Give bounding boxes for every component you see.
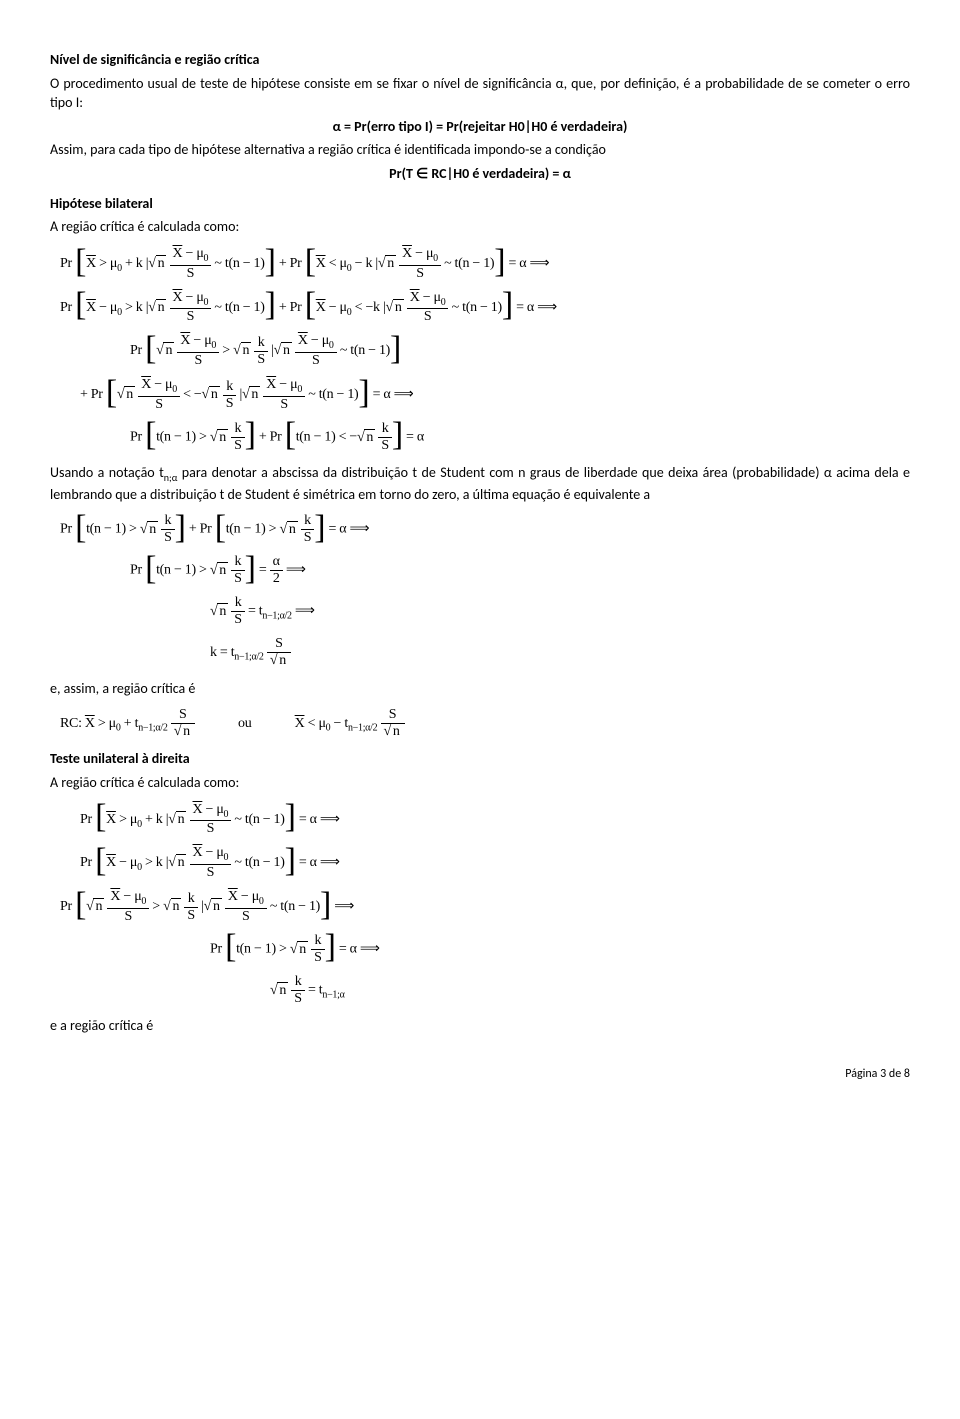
eq-bilateral-2: Pr [X − μ0 > k |n X − μ0S ~ t(n − 1)] + … (60, 291, 910, 325)
eq-equiv-3: n kS = tn−1;α/2 ⟹ (210, 596, 910, 627)
usando-post: para denotar a abscissa da distribuição … (50, 464, 910, 503)
eq-uni-3: Pr [n X − μ0S > n kS |n X − μ0S ~ t(n − … (60, 890, 910, 924)
eq-uni-2: Pr [X − μ0 > k |n X − μ0S ~ t(n − 1)] = … (80, 846, 910, 880)
usando-pre: Usando a notação t (50, 464, 164, 481)
eq-rc-bilateral: RC: X > μ0 + tn−1;α/2 Sn ou X < μ0 − tn−… (60, 708, 910, 739)
eq-uni-5: n kS = tn−1;α (270, 975, 910, 1006)
p4: A região crítica é calculada como: (50, 773, 910, 793)
p3: A região crítica é calculada como: (50, 217, 910, 237)
eq-uni-4: Pr [t(n − 1) > n kS] = α ⟹ (210, 934, 910, 965)
eq-bilateral-3a: Pr [n X − μ0S > n kS |n X − μ0S ~ t(n − … (130, 334, 910, 368)
eq-bilateral-4: Pr [t(n − 1) > n kS] + Pr [t(n − 1) < −n… (130, 422, 910, 453)
ou-text: ou (238, 716, 251, 731)
eq-bilateral-3b: + Pr [n X − μ0S < −n kS |n X − μ0S ~ t(n… (80, 378, 910, 412)
eq-uni-1: Pr [X > μ0 + k |n X − μ0S ~ t(n − 1)] = … (80, 803, 910, 837)
page-footer: Página 3 de 8 (50, 1066, 910, 1083)
eq-alpha-def: α = Pr(erro tipo I) = Pr(rejeitar H0|H0 … (50, 117, 910, 137)
h-unilateral: Teste unilateral à direita (50, 749, 910, 769)
title: Nível de significância e região crítica (50, 50, 910, 70)
eq-bilateral-1: Pr [X > μ0 + k |n X − μ0S ~ t(n − 1)] + … (60, 247, 910, 281)
h-bilateral: Hipótese bilateral (50, 194, 910, 214)
usando-sub: n;α (164, 471, 178, 484)
p2: Assim, para cada tipo de hipótese altern… (50, 140, 910, 160)
eq-equiv-4: k = tn−1;α/2 Sn (210, 637, 910, 668)
eq-pr-rc: Pr(T ∈ RC|H0 é verdadeira) = α (50, 164, 910, 184)
intro-paragraph: O procedimento usual de teste de hipótes… (50, 74, 910, 113)
eq-equiv-1: Pr [t(n − 1) > n kS] + Pr [t(n − 1) > n … (60, 514, 910, 545)
p-usando: Usando a notação tn;α para denotar a abs… (50, 463, 910, 504)
p-eassim: e, assim, a região crítica é (50, 679, 910, 699)
p-ea-regiao: e a região crítica é (50, 1016, 910, 1036)
eq-equiv-2: Pr [t(n − 1) > n kS] = α2 ⟹ (130, 555, 910, 586)
